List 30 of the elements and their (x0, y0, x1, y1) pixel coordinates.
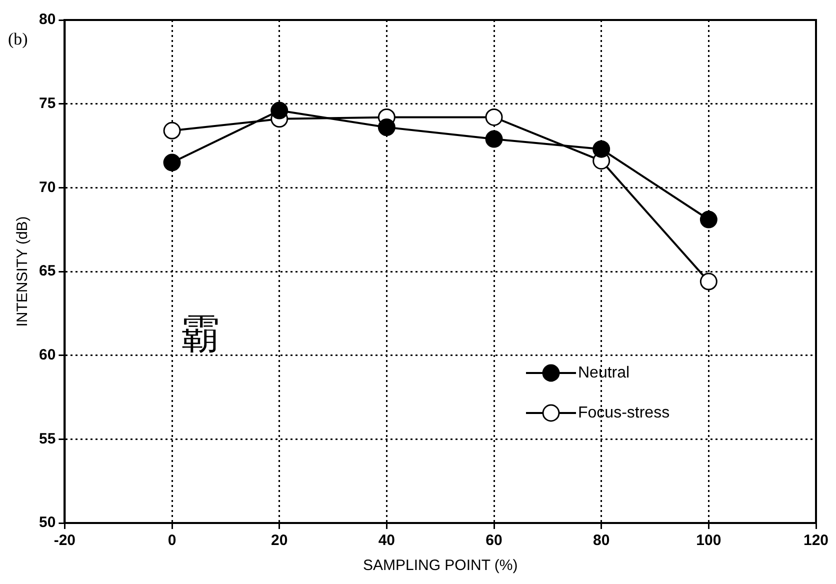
point (163, 122, 181, 140)
x-tick-label: 60 (486, 532, 502, 550)
x-tick-label: 80 (592, 532, 610, 550)
x-tick-label: 120 (803, 532, 829, 550)
y-tick-label: 70 (38, 178, 56, 196)
point (270, 102, 288, 120)
point (592, 140, 610, 158)
y-axis-title: INTENSITY (dB) (14, 216, 32, 327)
x-tick-label: -20 (54, 532, 76, 550)
y-tick-label: 65 (38, 262, 56, 280)
text: (b) (8, 29, 28, 48)
y-tick-label: 80 (38, 11, 56, 28)
legend-label: Neutral (578, 364, 630, 382)
point (485, 130, 503, 148)
point (700, 210, 718, 228)
point (700, 272, 718, 290)
x-tick-label: 40 (378, 532, 396, 550)
x-tick-label: 100 (696, 532, 722, 550)
x-axis-title: SAMPLING POINT (%) (362, 557, 518, 574)
y-tick-label: 50 (38, 514, 56, 532)
point (378, 118, 396, 136)
point (485, 108, 503, 126)
y-tick-label: 55 (38, 430, 56, 448)
legend-label: Focus-stress (578, 404, 670, 422)
annotation: 霸 (180, 311, 220, 358)
y-tick-label: 75 (38, 94, 56, 112)
x-tick-label: 0 (168, 532, 176, 550)
point (163, 154, 181, 172)
y-tick-label: 60 (38, 346, 56, 364)
x-tick-label: 20 (271, 532, 288, 550)
